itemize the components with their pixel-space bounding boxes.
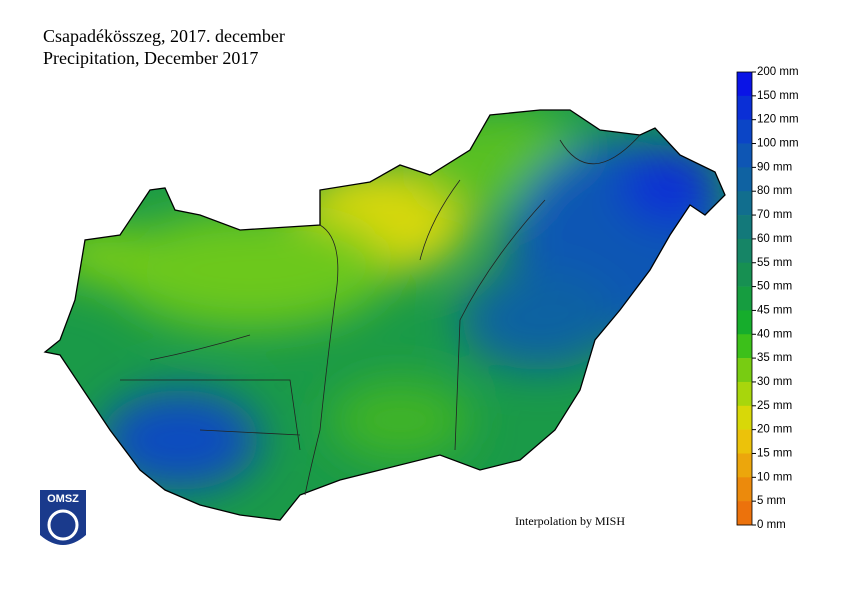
legend-bin [737, 429, 752, 454]
legend-bin [737, 358, 752, 383]
legend-bin [737, 501, 752, 526]
legend: 200 mm 150 mm 120 mm 100 mm 90 mm 80 mm 70 mm 6… [736, 66, 799, 531]
legend-bin [737, 381, 752, 407]
legend-label: 70 mm [757, 209, 792, 221]
legend-label: 55 mm [757, 257, 792, 269]
legend-label: 45 mm [757, 304, 792, 316]
legend-label: 20 mm [757, 424, 792, 436]
legend-label: 35 mm [757, 352, 792, 364]
legend-label: 40 mm [757, 328, 792, 340]
legend-bin [737, 215, 752, 240]
legend-bin [737, 238, 752, 264]
legend-bin [737, 453, 752, 478]
legend-bin [737, 143, 752, 168]
legend-label: 50 mm [757, 281, 792, 293]
title: Csapadékösszeg, 2017. december [43, 26, 285, 46]
legend-label: 0 mm [757, 519, 786, 531]
legend-label: 10 mm [757, 471, 792, 483]
legend-label: 80 mm [757, 185, 792, 197]
legend-label: 100 mm [757, 138, 799, 150]
legend-bin [737, 72, 752, 97]
subtitle: Precipitation, December 2017 [43, 48, 258, 68]
legend-label: 120 mm [757, 114, 799, 126]
legend-label: 25 mm [757, 400, 792, 412]
legend-bin [737, 191, 752, 216]
legend-bin [737, 167, 752, 192]
legend-label: 60 mm [757, 233, 792, 245]
legend-bin [737, 310, 752, 335]
legend-label: 150 mm [757, 90, 799, 102]
legend-bin [737, 95, 752, 120]
logo: OMSZ [40, 490, 86, 545]
legend-bin [737, 119, 752, 144]
legend-bin [737, 405, 752, 430]
county-borders [119, 134, 641, 496]
legend-label: 5 mm [757, 495, 786, 507]
legend-label: 15 mm [757, 448, 792, 460]
legend-bin [737, 334, 752, 359]
credit: Interpolation by MISH [515, 514, 625, 528]
legend-label: 30 mm [757, 376, 792, 388]
legend-frame [736, 71, 753, 526]
legend-label: 90 mm [757, 161, 792, 173]
logo-text: OMSZ [47, 493, 79, 505]
legend-label: 200 mm [757, 66, 799, 78]
legend-bin [737, 477, 752, 502]
precipitation-field [45, 110, 725, 520]
legend-bin [737, 286, 752, 311]
legend-bin [737, 262, 752, 287]
